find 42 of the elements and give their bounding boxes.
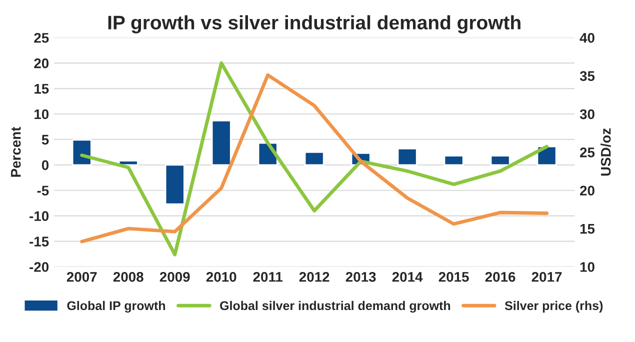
y-tick-label: -5	[37, 186, 49, 196]
x-tick-label: 2008	[113, 272, 144, 282]
y-tick-label: -15	[30, 236, 49, 246]
legend-label: Silver price (rhs)	[504, 300, 603, 313]
y-tick-label: 10	[34, 109, 49, 120]
legend-label: Global silver industrial demand growth	[220, 300, 450, 313]
y2-axis-title: USD/oz	[600, 128, 611, 176]
bar	[397, 148, 418, 166]
y-axis-title: Percent	[11, 126, 21, 177]
x-tick-label: 2011	[253, 272, 283, 282]
y2-tick-label: 15	[580, 224, 595, 234]
y2-tick-label: 35	[580, 71, 595, 81]
x-tick-label: 2007	[66, 272, 97, 282]
bar	[211, 120, 232, 166]
y-tick-label: 0	[42, 160, 49, 170]
bar	[118, 160, 138, 166]
bar	[164, 164, 185, 205]
x-tick-label: 2010	[206, 272, 236, 282]
bar	[304, 151, 324, 166]
bar	[72, 139, 92, 166]
x-tick-label: 2014	[392, 272, 423, 282]
bar	[444, 155, 464, 166]
chart-title: IP growth vs silver industrial demand growth	[108, 15, 520, 34]
x-tick-label: 2017	[532, 272, 562, 282]
y2-tick-label: 10	[580, 262, 594, 272]
x-tick-label: 2009	[160, 272, 190, 282]
legend-label: Global IP growth	[67, 300, 166, 313]
bar	[490, 155, 510, 166]
x-tick-label: 2016	[485, 272, 516, 282]
y2-tick-label: 25	[580, 148, 595, 158]
y-tick-label: 20	[34, 58, 49, 68]
x-tick-label: 2015	[438, 272, 469, 282]
x-tick-label: 2013	[346, 272, 376, 282]
y-tick-label: -20	[30, 262, 49, 272]
y-tick-label: -10	[30, 211, 49, 222]
x-tick-label: 2012	[299, 272, 330, 282]
y2-tick-label: 40	[580, 32, 594, 43]
y-tick-label: 5	[42, 134, 49, 145]
y2-tick-label: 20	[580, 186, 594, 196]
y-tick-label: 15	[34, 84, 49, 94]
y-tick-label: 25	[34, 32, 49, 43]
y2-tick-label: 30	[580, 109, 594, 120]
